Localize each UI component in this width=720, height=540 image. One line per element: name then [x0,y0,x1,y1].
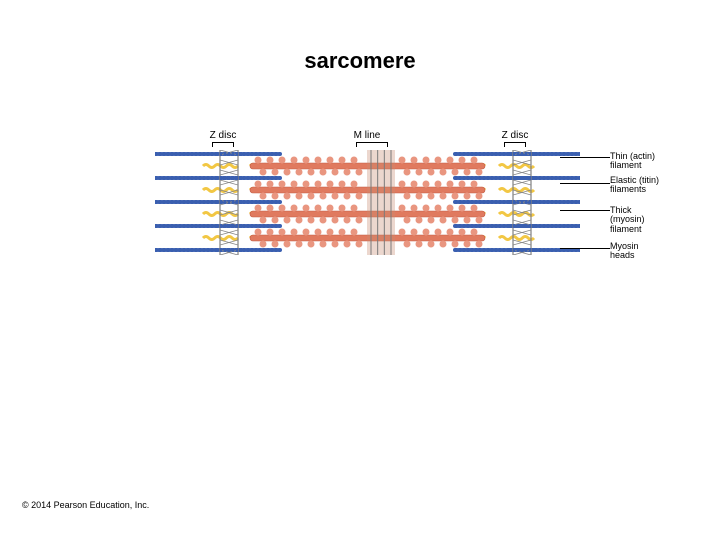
label-m-line: M line [342,130,392,141]
sarcomere-diagram [155,150,580,255]
label-z-disc-right: Z disc [490,130,540,141]
pointer-line [560,210,610,211]
bracket-z-left [212,142,234,147]
pointer-line [560,157,610,158]
label-elastic-titin: Elastic (titin) filaments [610,176,659,195]
bracket-z-right [504,142,526,147]
pointer-line [560,183,610,184]
label-z-disc-left: Z disc [198,130,248,141]
bracket-m [356,142,388,147]
label-thin-actin: Thin (actin) filament [610,152,655,171]
label-myosin-heads: Myosin heads [610,242,639,261]
pointer-line [560,248,610,249]
copyright-text: © 2014 Pearson Education, Inc. [22,500,149,510]
page-title: sarcomere [0,48,720,74]
label-thick-myosin: Thick (myosin) filament [610,206,645,234]
